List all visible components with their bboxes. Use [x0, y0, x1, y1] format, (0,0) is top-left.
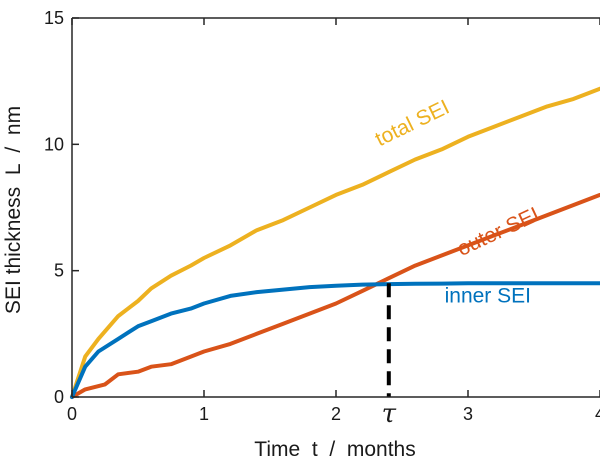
series-label-inner-sei: inner SEI: [445, 284, 531, 307]
x-axis-label: Time t / months: [254, 438, 415, 460]
x-tick-label: 4: [595, 404, 600, 424]
x-tick-label: 0: [67, 404, 77, 424]
series-line-outer-sei: [70, 192, 600, 399]
series-layer: [70, 86, 600, 399]
series-label-total-sei: total SEI: [372, 96, 453, 151]
y-tick-label: 0: [54, 387, 64, 407]
y-tick-label: 15: [44, 8, 64, 28]
x-tick-label: 1: [199, 404, 209, 424]
series-line-total-sei: [70, 86, 600, 399]
axes: 0 1 2 3 4 0 5 10 15: [44, 8, 600, 424]
y-tick-label: 10: [44, 134, 64, 154]
y-axis-label: SEI thickness L / nm: [2, 106, 25, 314]
tau-label: τ: [382, 399, 397, 429]
y-tick-label: 5: [54, 261, 64, 281]
tau-marker-layer: τ: [382, 283, 397, 429]
x-tick-label: 2: [331, 404, 341, 424]
series-line-inner-sei: [70, 281, 600, 399]
x-tick-label: 3: [463, 404, 473, 424]
series-label-outer-sei: outer SEI: [454, 203, 543, 261]
